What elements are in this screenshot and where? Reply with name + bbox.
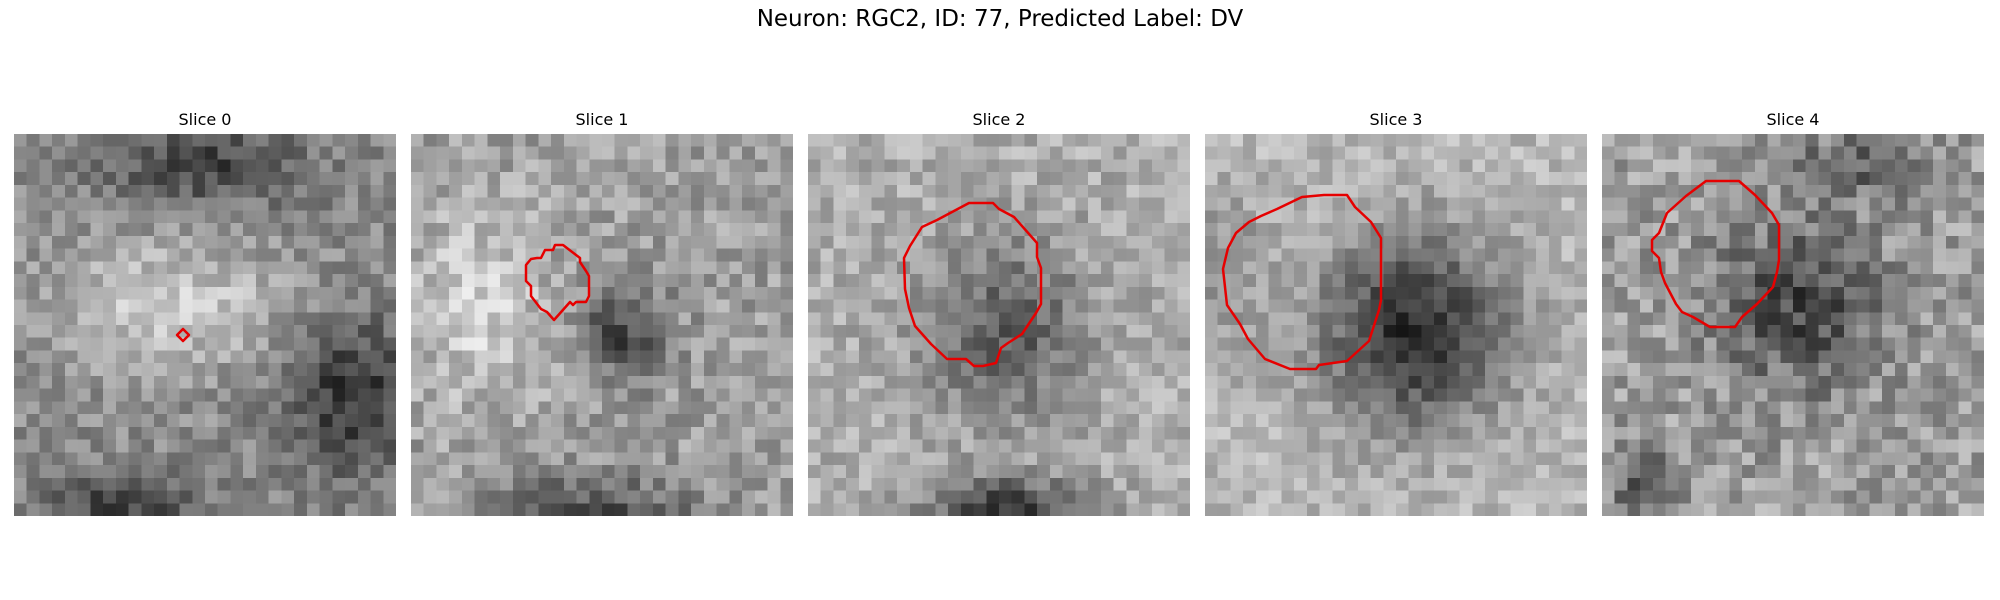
panel-title: Slice 3 (1369, 110, 1423, 129)
panel-slice-2: Slice 2 (808, 108, 1190, 516)
pixel-grid (411, 134, 793, 516)
panel-slice-0: Slice 0 (14, 108, 396, 516)
cell-contour (524, 243, 591, 322)
panel-title: Slice 4 (1766, 110, 1820, 129)
pixel-grid (1205, 134, 1587, 516)
slice-image (1205, 134, 1587, 516)
slice-image (411, 134, 793, 516)
panel-title: Slice 0 (178, 110, 232, 129)
slice-image (1602, 134, 1984, 516)
cell-contour (175, 327, 191, 343)
pixel-grid (14, 134, 396, 516)
cell-contour (902, 201, 1043, 368)
slice-image (808, 134, 1190, 516)
slice-image (14, 134, 396, 516)
panel-slice-1: Slice 1 (411, 108, 793, 516)
panel-slice-4: Slice 4 (1602, 108, 1984, 516)
panel-slice-3: Slice 3 (1205, 108, 1587, 516)
pixel-grid (808, 134, 1190, 516)
panel-title: Slice 2 (972, 110, 1026, 129)
cell-contour (1221, 193, 1383, 371)
cell-contour (1650, 179, 1781, 329)
pixel-grid (1602, 134, 1984, 516)
panel-title: Slice 1 (575, 110, 629, 129)
figure-title: Neuron: RGC2, ID: 77, Predicted Label: D… (756, 6, 1244, 32)
